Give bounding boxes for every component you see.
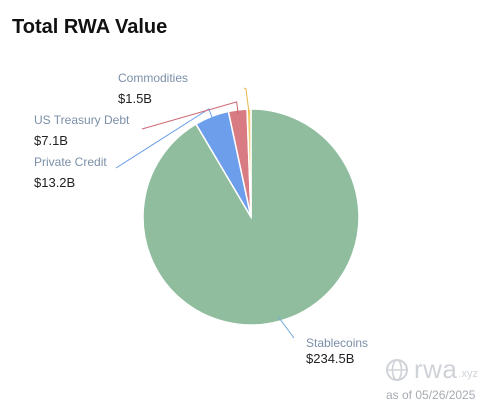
brand-name: rwa [414, 354, 458, 384]
slice-label-private-credit: Private Credit [34, 155, 107, 169]
brand-tld: .xyz [458, 367, 478, 380]
slice-value-us-treasury-debt: $7.1B [34, 133, 68, 148]
slice-labels: Stablecoins$234.5B Private Credit $13.2B US… [34, 71, 368, 366]
slice-label-commodities: Commodities [118, 71, 188, 85]
chart-title: Total RWA Value [12, 16, 168, 38]
slice-value-private-credit: $13.2B [34, 175, 75, 190]
slice-label-us-treasury-debt: US Treasury Debt [34, 113, 130, 127]
leader-line-private-credit [115, 108, 214, 169]
globe-icon [386, 358, 408, 381]
slice-value-stablecoins: $234.5B [306, 351, 354, 366]
leader-lines [115, 87, 295, 339]
leader-line-stablecoins [277, 316, 295, 339]
slice-value-commodities: $1.5B [118, 91, 152, 106]
slice-label-stablecoins: Stablecoins [306, 336, 368, 350]
rwa-logo: rwa .xyz [384, 354, 478, 385]
leader-line-commodities [243, 87, 250, 114]
pie-slices [142, 108, 360, 326]
as-of-date: as of 05/26/2025 [386, 388, 476, 402]
leader-line-us-treasury-debt [141, 101, 239, 130]
